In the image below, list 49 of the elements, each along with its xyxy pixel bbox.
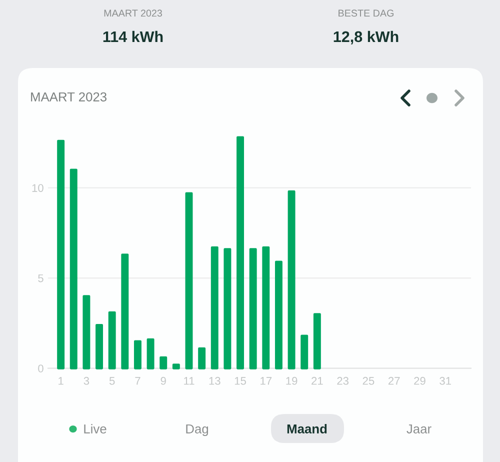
chart-title: MAART 2023: [31, 92, 107, 102]
bar: [185, 192, 193, 370]
x-tick-label: 7: [135, 377, 140, 385]
bar: [288, 190, 296, 370]
bar: [70, 168, 78, 370]
x-tick-label: 13: [209, 376, 220, 385]
bar: [108, 311, 116, 370]
x-tick-label: 5: [109, 377, 115, 385]
bar: [134, 340, 142, 370]
x-tick-label: 29: [414, 376, 426, 385]
text: 114 kWh: [103, 30, 163, 42]
y-tick-label: 0: [38, 364, 44, 372]
x-tick-label: 11: [184, 377, 194, 385]
text: MAART 2023: [104, 10, 162, 17]
bar: [236, 136, 244, 370]
y-tick-label: 10: [32, 184, 44, 192]
text: BESTE DAG: [338, 10, 394, 17]
bar: [249, 248, 257, 370]
text: Dag: [186, 424, 208, 436]
x-tick-label: 31: [440, 376, 451, 385]
bar: [274, 260, 282, 370]
text: Maand: [287, 424, 327, 434]
x-tick-label: 23: [337, 376, 349, 385]
x-tick-label: 3: [84, 376, 90, 385]
x-tick-label: 1: [58, 377, 64, 385]
y-tick-label: 5: [38, 274, 44, 282]
text: Live: [84, 424, 106, 434]
x-tick-label: 25: [362, 376, 374, 385]
x-tick-label: 15: [234, 377, 246, 385]
x-tick-label: 21: [312, 376, 323, 385]
bar: [300, 334, 308, 370]
x-tick-label: 27: [388, 376, 400, 385]
x-tick-label: 9: [160, 376, 166, 385]
text: Jaar: [406, 424, 432, 434]
x-tick-label: 17: [260, 377, 272, 385]
text: 12,8 kWh: [334, 30, 398, 44]
bar: [210, 246, 218, 370]
x-tick-label: 19: [286, 376, 298, 385]
bar: [121, 254, 129, 370]
bar: [96, 324, 104, 370]
bar: [198, 347, 206, 370]
bar: [57, 140, 65, 370]
bar: [82, 295, 90, 370]
bar: [224, 248, 232, 370]
bar: [146, 338, 154, 370]
bar: [172, 364, 180, 370]
bar: [160, 356, 168, 370]
bar: [262, 246, 270, 370]
bar: [313, 313, 321, 370]
